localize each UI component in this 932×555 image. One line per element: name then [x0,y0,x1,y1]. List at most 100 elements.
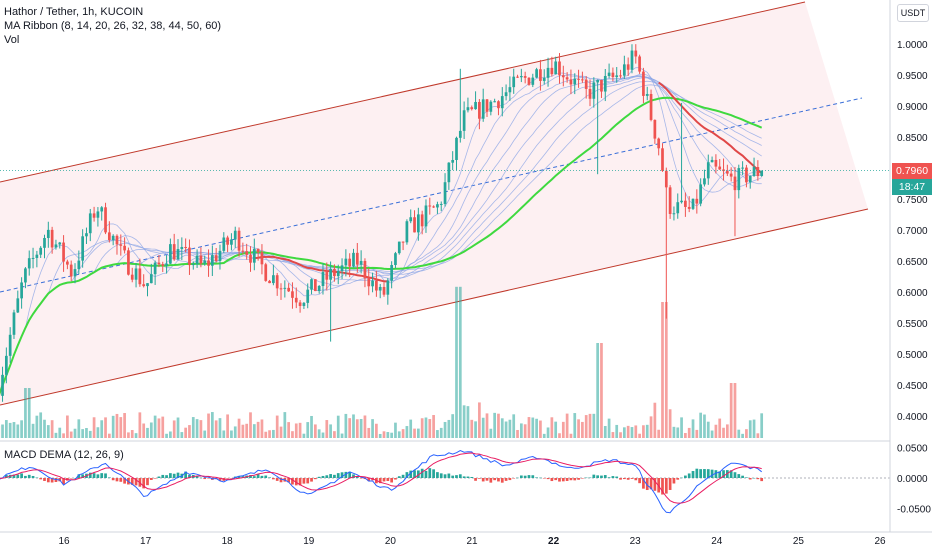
candle-body [703,178,706,184]
candle-body [77,261,80,269]
volume-bar [589,414,592,438]
volume-bar [9,423,12,438]
volume-bar [753,420,756,438]
volume-bar [112,416,115,438]
volume-bar [535,419,538,438]
macd-histogram-bar [489,478,492,483]
volume-bar [234,426,237,438]
candle-body [51,230,54,248]
macd-histogram-bar [753,478,756,479]
candle-body [642,72,645,96]
macd-histogram-bar [570,478,573,480]
macd-histogram-bar [253,476,256,478]
volume-bar [383,431,386,438]
candle-body [108,232,111,240]
volume-bar [322,433,325,438]
volume-bar [699,413,702,438]
volume-bar [295,423,298,438]
macd-histogram-bar [226,478,229,479]
volume-bar [665,302,668,438]
macd-histogram-bar [589,478,592,479]
candle-body [348,259,351,267]
candle-body [66,262,69,265]
volume-bar [425,417,428,438]
candle-body [406,221,409,242]
candle-body [1,375,4,396]
volume-bar [543,434,546,438]
macd-histogram-bar [665,478,668,494]
macd-histogram-bar [737,474,740,478]
candle-body [699,184,702,203]
volume-bar [695,430,698,438]
volume-bar [642,425,645,438]
macd-histogram-bar [310,478,313,482]
volume-bar [432,415,435,438]
candle-body [520,76,523,77]
macd-histogram-bar [28,475,31,478]
candle-body [329,269,332,280]
volume-bar [596,343,599,438]
macd-legend: MACD DEMA (12, 26, 9) [4,449,124,462]
price-tick-label: 0.9500 [897,71,928,82]
volume-bar [215,420,218,438]
volume-bar [558,433,561,438]
volume-bar [673,427,676,438]
volume-bar [470,420,473,438]
candle-body [257,249,260,252]
time-tick-label: 22 [548,536,560,547]
currency-button[interactable]: USDT [897,4,929,22]
volume-bar [356,419,359,438]
volume-bar [299,423,302,438]
volume-bar [303,434,306,438]
candle-body [402,242,405,243]
macd-histogram-bar [386,478,389,481]
volume-bar [661,302,664,438]
candle-body [299,302,302,306]
volume-legend: Vol [4,34,19,47]
macd-histogram-bar [398,476,401,478]
macd-histogram-bar [390,478,393,482]
volume-bar [257,422,260,438]
macd-histogram-bar [470,477,473,478]
volume-bar [440,428,443,438]
candle-body [291,291,294,298]
volume-bar [364,415,367,438]
volume-bar [444,422,447,438]
macd-histogram-bar [230,478,233,479]
volume-bar [211,412,214,438]
macd-histogram-bar [32,476,35,478]
candle-body [119,244,122,245]
volume-bar [264,432,267,438]
macd-histogram-bar [623,478,626,479]
macd-histogram-bar [520,475,523,478]
macd-histogram-bar [150,478,153,480]
volume-bar [352,414,355,438]
candle-body [493,101,496,102]
volume-bar [242,425,245,438]
macd-histogram-bar [493,478,496,480]
volume-bar [398,431,401,438]
volume-bar [734,383,737,438]
candle-body [676,202,679,213]
volume-bar [600,343,603,438]
candle-body [268,281,271,283]
candle-body [135,268,138,279]
candle-body [554,61,557,74]
candle-body [577,79,580,80]
symbol-title: Hathor / Tether, 1h, KUCOIN [4,6,143,19]
candle-body [47,230,50,238]
volume-bar [676,427,679,438]
candle-body [177,249,180,259]
candle-body [13,312,16,334]
macd-histogram-bar [482,478,485,481]
volume-bar [604,426,607,438]
volume-bar [409,420,412,438]
candle-body [173,244,176,259]
volume-bar [165,434,168,438]
volume-bar [310,416,313,438]
macd-histogram-bar [562,478,565,481]
candle-body [695,199,698,204]
time-tick-label: 16 [58,536,70,547]
